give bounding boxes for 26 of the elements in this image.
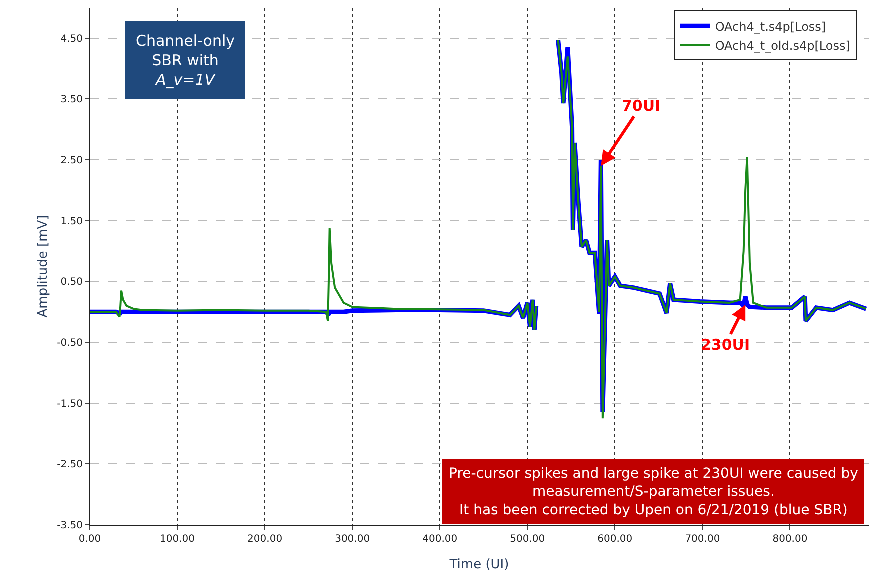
x-tick-label: 800.00 [772, 534, 808, 545]
y-tick-label: -0.50 [57, 338, 83, 350]
y-axis-title: Amplitude [mV] [36, 215, 52, 318]
y-tick-label: -2.50 [57, 460, 83, 471]
x-tick-label: 600.00 [598, 534, 633, 545]
x-tick-label: 500.00 [510, 534, 546, 545]
x-tick-label: 100.00 [160, 534, 196, 545]
y-tick-label: -3.50 [57, 520, 83, 532]
x-tick-label: 400.00 [422, 534, 458, 545]
x-axis-title: Time (UI) [448, 558, 510, 573]
y-tick-label: 2.50 [60, 156, 83, 167]
annotation: 230UI [701, 336, 750, 354]
x-tick-label: 0.00 [78, 534, 102, 545]
x-tick-label: 700.00 [685, 534, 720, 545]
legend-label: OAch4_t.s4p[Loss] [715, 20, 826, 34]
y-tick-label: 4.50 [60, 34, 83, 45]
y-tick-label: -1.50 [57, 398, 83, 410]
y-tick-label: 3.50 [60, 94, 83, 106]
y-tick-label: 1.50 [60, 216, 83, 228]
x-tick-label: 300.00 [335, 534, 370, 545]
y-tick-label: 0.50 [60, 277, 83, 288]
legend-label: OAch4_t_old.s4p[Loss] [715, 38, 850, 53]
annotation: 70UI [622, 97, 661, 115]
annotation: Channel-only SBR with A_v=1V [136, 32, 236, 89]
x-tick-label: 200.00 [248, 534, 283, 545]
annotation: Pre-cursor spikes and large spike at 230UI were caused by measurement/S-parameter issues. It has been corrected by Upen on 6/21/2019 (blue SBR) [449, 466, 858, 518]
